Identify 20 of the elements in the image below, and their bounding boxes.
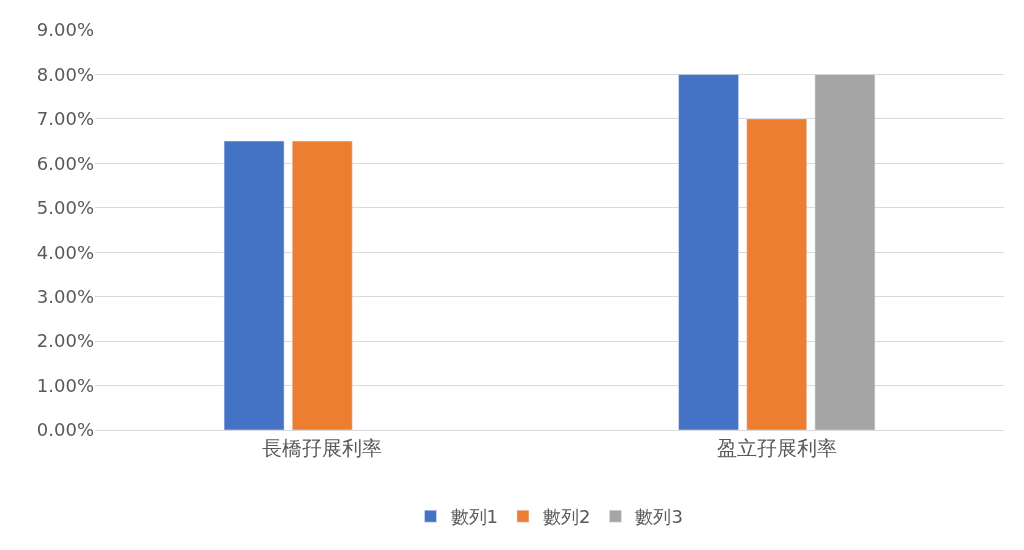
x-tick-label: 盈立孖展利率 <box>716 436 837 460</box>
y-tick-label: 9.00% <box>36 19 94 41</box>
y-tick-label: 4.00% <box>36 241 94 263</box>
y-tick-label: 2.00% <box>36 330 94 352</box>
bar <box>678 74 739 430</box>
legend-label: 數列2 <box>542 506 591 528</box>
legend-label: 數列1 <box>450 506 498 528</box>
legend-label: 數列3 <box>635 506 683 528</box>
x-tick-label: 長橋孖展利率 <box>262 436 383 460</box>
bar <box>292 140 353 430</box>
y-tick-label: 6.00% <box>36 152 94 174</box>
bar <box>814 74 876 430</box>
y-tick-label: 7.00% <box>36 108 94 130</box>
y-tick-label: 8.00% <box>36 63 94 85</box>
y-tick-label: 0.00% <box>36 419 94 441</box>
bar <box>223 140 285 430</box>
y-tick-label: 3.00% <box>36 285 94 307</box>
y-tick-label: 1.00% <box>36 374 94 396</box>
y-tick-label: 5.00% <box>36 197 94 219</box>
bar <box>746 118 807 430</box>
